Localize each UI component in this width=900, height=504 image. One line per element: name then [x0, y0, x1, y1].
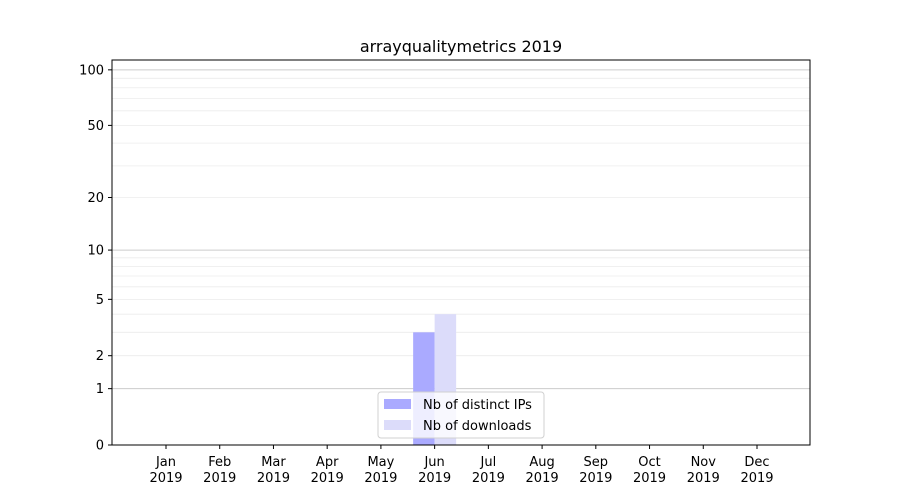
y-tick-label: 2	[96, 349, 104, 364]
x-tick-label: Oct 2019	[633, 455, 666, 486]
x-tick-label: Apr 2019	[311, 455, 344, 486]
y-tick-label: 5	[96, 293, 104, 308]
chart-title: arrayqualitymetrics 2019	[360, 37, 562, 56]
legend-label: Nb of downloads	[423, 419, 532, 434]
x-tick-label: Dec 2019	[740, 455, 773, 486]
legend: Nb of distinct IPs Nb of downloads	[377, 391, 545, 439]
x-tick-label: May 2019	[364, 455, 397, 486]
legend-swatch	[384, 420, 411, 430]
x-tick-label: Aug 2019	[526, 455, 559, 486]
x-tick-label: Nov 2019	[687, 455, 720, 486]
x-tick-label: Mar 2019	[257, 455, 290, 486]
legend-label: Nb of distinct IPs	[423, 398, 532, 413]
x-tick-label: Sep 2019	[579, 455, 612, 486]
x-tick-label: Jun 2019	[418, 455, 451, 486]
legend-box	[377, 391, 545, 439]
y-tick-label: 100	[79, 63, 104, 78]
y-tick-label: 10	[87, 244, 104, 259]
y-tick-label: 1	[96, 382, 104, 397]
y-tick-label: 50	[87, 119, 104, 134]
plot-frame	[111, 59, 811, 446]
y-tick-label: 20	[87, 191, 104, 206]
y-tick-label: 0	[96, 439, 104, 454]
x-tick-label: Jul 2019	[472, 455, 505, 486]
legend-swatch	[384, 399, 411, 409]
x-tick-label: Jan 2019	[149, 455, 182, 486]
x-tick-label: Feb 2019	[203, 455, 236, 486]
